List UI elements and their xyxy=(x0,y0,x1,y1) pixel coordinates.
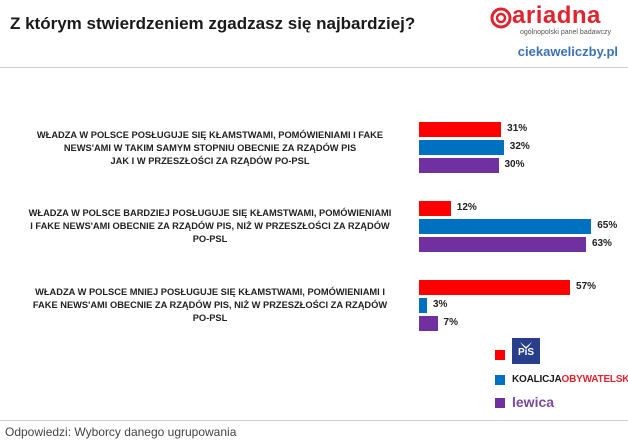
legend-label-lewica: lewica xyxy=(512,394,555,410)
legend-label-pis: PiS xyxy=(517,347,535,358)
site-link[interactable]: ciekaweliczby.pl xyxy=(517,44,618,59)
data-label-3-3: 7% xyxy=(443,317,458,328)
data-label-1-3: 30% xyxy=(504,159,525,170)
bar-1-2 xyxy=(419,140,504,155)
legend-label-ko: KOALICJAOBYWATELSKA xyxy=(512,374,628,385)
data-label-2-3: 63% xyxy=(591,238,612,249)
legend-pis-logo: PiS xyxy=(512,338,540,364)
bar-3-3 xyxy=(419,316,438,331)
bar-2-1 xyxy=(419,201,451,216)
data-label-2-2: 65% xyxy=(597,220,618,231)
bar-1-3 xyxy=(419,158,499,173)
bar-2-2 xyxy=(419,219,592,234)
category-label-line: I FAKE NEWS'AMI OBECNIE ZA RZĄDÓW PIS, N… xyxy=(30,220,390,231)
bar-3-2 xyxy=(419,298,427,313)
category-label-2: WŁADZA W POLSCE BARDZIEJ POSŁUGUJE SIĘ K… xyxy=(4,207,416,246)
ariadna-logo-icon xyxy=(490,7,512,29)
eagle-icon xyxy=(520,342,532,349)
data-label-1-2: 32% xyxy=(509,141,530,152)
legend-swatch-lewica xyxy=(495,398,505,408)
ariadna-logo: ariadna ogólnopolski panel badawczy xyxy=(490,2,620,38)
data-label-2-1: 12% xyxy=(456,202,477,213)
legend-swatch-pis xyxy=(495,350,505,360)
chart-title: Z którym stwierdzeniem zgadzasz się najb… xyxy=(10,14,416,33)
data-label-3-2: 3% xyxy=(432,299,448,310)
data-label-3-1: 57% xyxy=(576,281,597,292)
bar-1-1 xyxy=(419,122,502,137)
bar-3-1 xyxy=(419,280,571,295)
bar-2-3 xyxy=(419,237,586,252)
top-divider xyxy=(0,67,628,68)
footer-note: Odpowiedzi: Wyborcy danego ugrupowania xyxy=(5,425,237,439)
category-label-1: WŁADZA W POLSCE POSŁUGUJE SIĘ KŁAMSTWAMI… xyxy=(4,129,416,168)
category-label-line: JAK I W PRZESZŁOŚCI ZA RZĄDÓW PO-PSL xyxy=(110,155,310,166)
logo-word: ariadna xyxy=(512,2,601,29)
category-label-line: WŁADZA W POLSCE BARDZIEJ POSŁUGUJE SIĘ K… xyxy=(28,207,392,218)
category-label-line: NEWS'AMI W TAKIM SAMYM STOPNIU OBECNIE Z… xyxy=(63,142,357,153)
category-label-line: PO-PSL xyxy=(192,312,228,323)
category-label-line: FAKE NEWS'AMI OBECNIE ZA RZĄDÓW PIS, NIŻ… xyxy=(32,299,388,310)
category-label-line: PO-PSL xyxy=(192,233,228,244)
category-label-line: WŁADZA W POLSCE POSŁUGUJE SIĘ KŁAMSTWAMI… xyxy=(36,129,384,140)
bottom-divider xyxy=(0,420,628,421)
logo-subtitle: ogólnopolski panel badawczy xyxy=(520,29,612,36)
legend-swatch-ko xyxy=(495,375,505,385)
category-label-3: WŁADZA W POLSCE MNIEJ POSŁUGUJE SIĘ KŁAM… xyxy=(4,286,416,325)
category-label-line: WŁADZA W POLSCE MNIEJ POSŁUGUJE SIĘ KŁAM… xyxy=(35,286,385,297)
data-label-1-1: 31% xyxy=(507,123,528,134)
